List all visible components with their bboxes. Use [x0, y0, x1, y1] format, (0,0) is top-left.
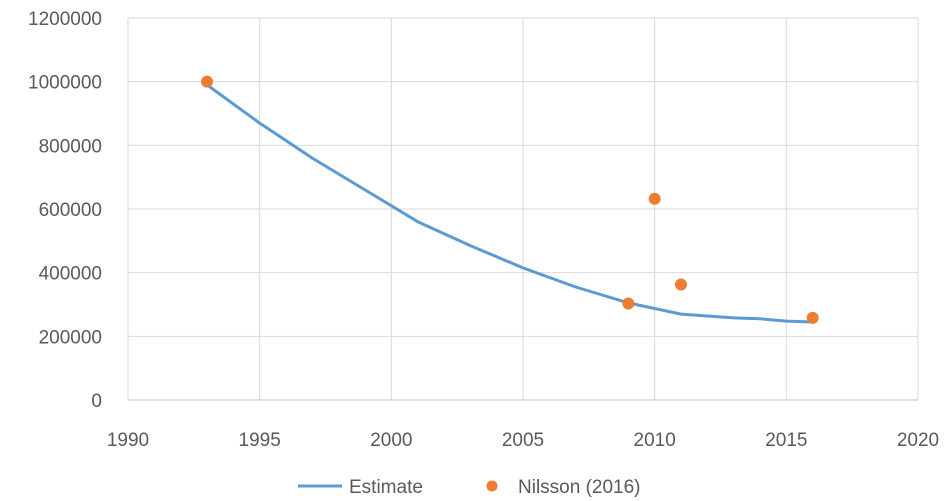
legend-dot-swatch [486, 480, 498, 492]
nilsson-point [648, 192, 661, 205]
x-tick-label: 2000 [370, 430, 412, 451]
y-tick-labels: 0 200000 400000 600000 800000 1000000 1200000 [28, 9, 102, 412]
y-tick-label: 0 [91, 391, 102, 412]
nilsson-point [806, 311, 819, 324]
x-tick-labels: 1990 1995 2000 2005 2010 2015 2020 [107, 430, 939, 451]
nilsson-point [675, 278, 687, 291]
legend: Estimate Nilsson (2016) [298, 477, 641, 498]
nilsson-point [201, 75, 213, 88]
nilsson-point [622, 297, 635, 310]
y-tick-label: 800000 [39, 136, 102, 157]
legend-label-nilsson: Nilsson (2016) [518, 477, 641, 498]
gridlines [127, 17, 919, 400]
y-tick-label: 400000 [39, 264, 102, 285]
x-tick-label: 2005 [502, 430, 544, 451]
estimate-line [205, 83, 815, 324]
y-tick-label: 1200000 [28, 9, 102, 30]
y-tick-label: 1000000 [28, 73, 102, 94]
x-tick-label: 1990 [107, 430, 149, 451]
x-tick-label: 2015 [765, 430, 807, 451]
legend-label-estimate: Estimate [349, 477, 423, 498]
x-tick-label: 1995 [239, 430, 281, 451]
series [201, 75, 819, 324]
y-tick-label: 600000 [39, 200, 102, 221]
y-tick-label: 200000 [39, 327, 102, 348]
x-tick-label: 2010 [634, 430, 676, 451]
x-tick-label: 2020 [897, 430, 939, 451]
